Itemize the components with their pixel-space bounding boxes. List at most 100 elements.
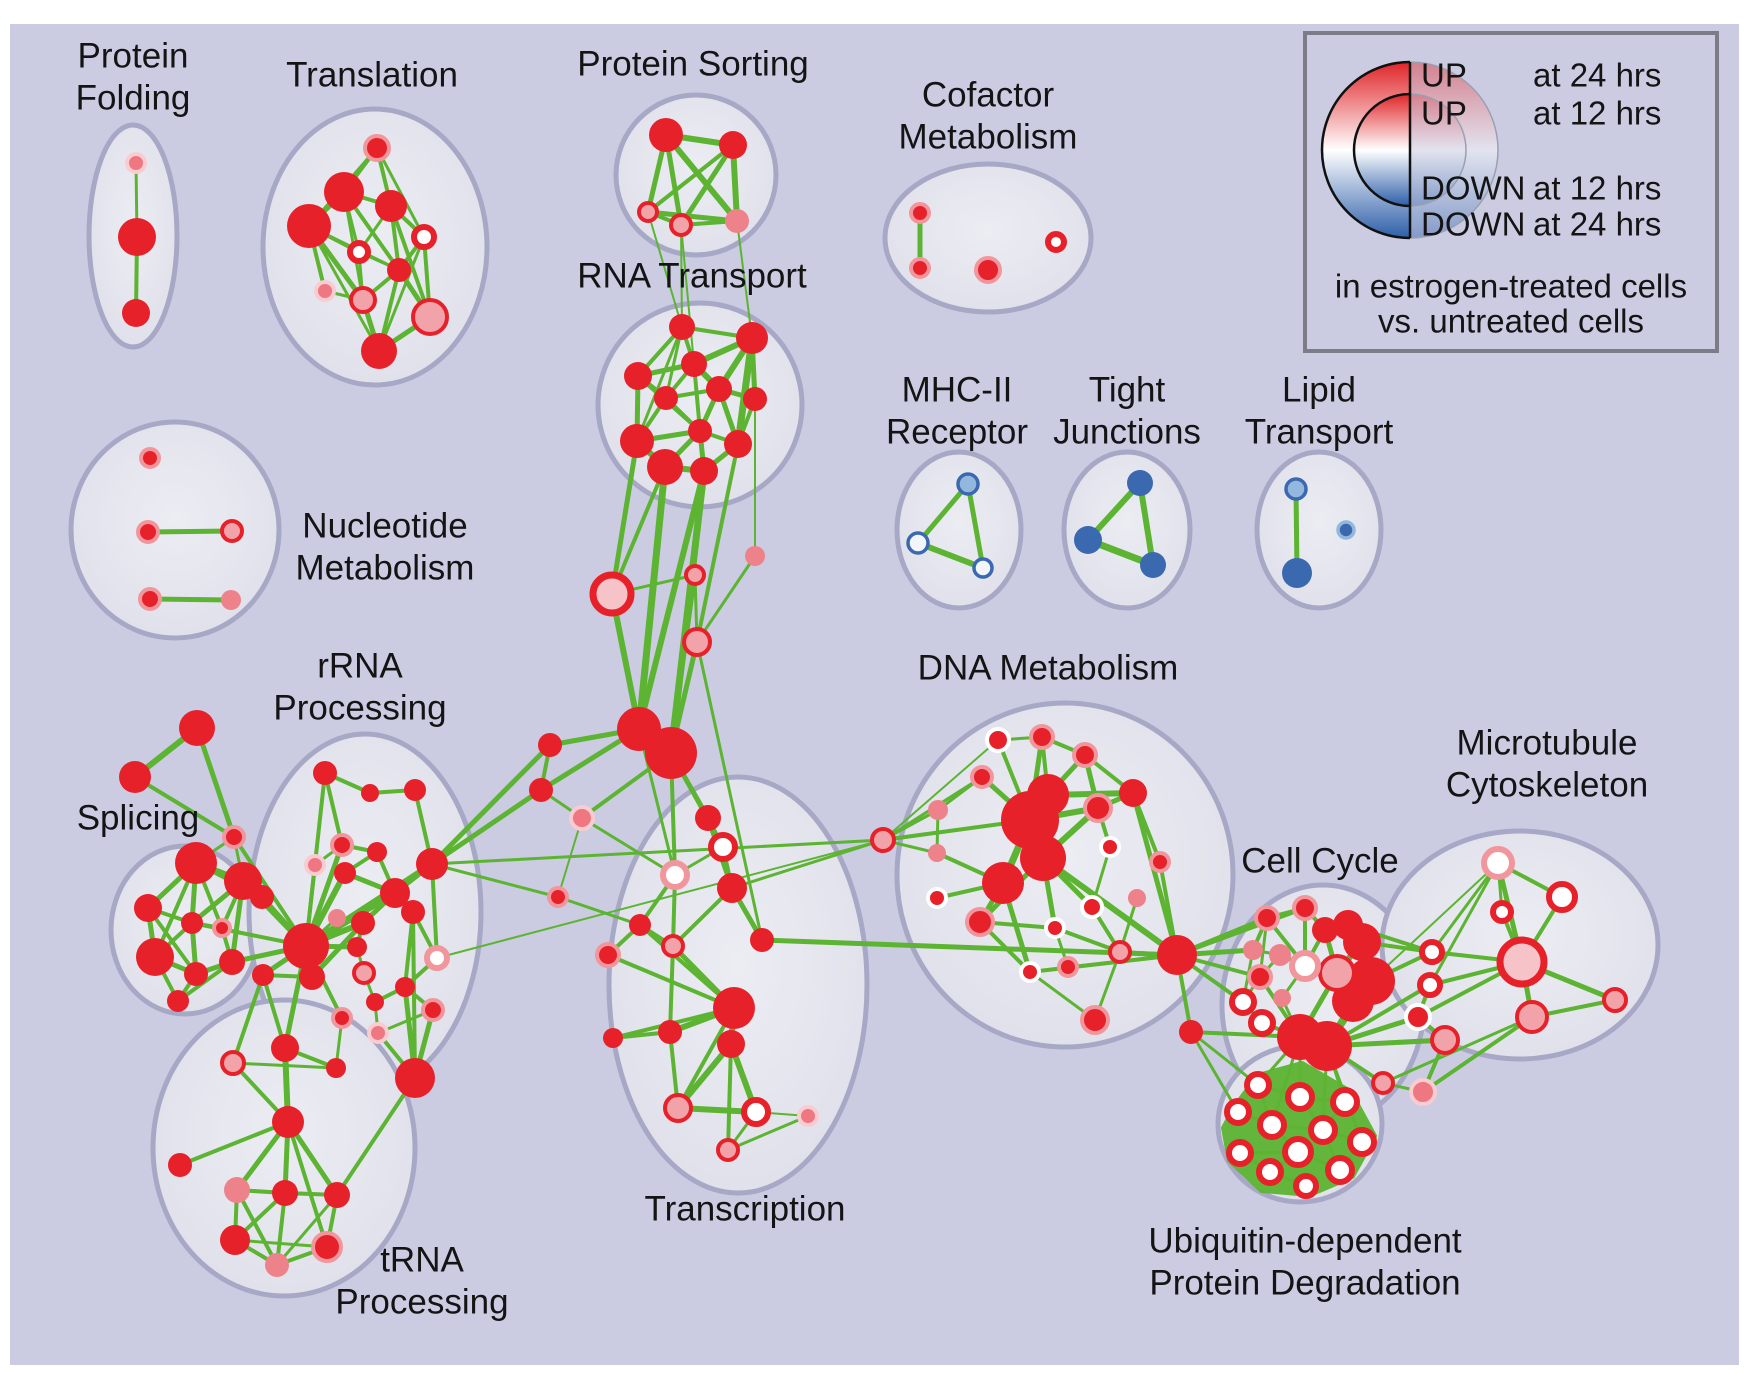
network-node xyxy=(220,1050,246,1076)
network-node xyxy=(324,172,364,212)
network-node xyxy=(375,190,407,222)
network-node xyxy=(1343,923,1381,961)
network-node xyxy=(706,376,732,402)
network-node xyxy=(926,887,948,909)
network-node xyxy=(119,761,151,793)
legend-time-label: at 24 hrs xyxy=(1533,57,1661,94)
network-node xyxy=(1481,846,1515,880)
network-node xyxy=(363,134,391,162)
network-node xyxy=(367,842,387,862)
network-node xyxy=(713,987,755,1029)
cluster-ellipse-transcription xyxy=(606,774,870,1196)
network-edge xyxy=(726,1043,733,1151)
network-node xyxy=(221,590,241,610)
legend-caption: vs. untreated cells xyxy=(1378,303,1644,340)
network-node xyxy=(138,587,162,611)
network-node xyxy=(956,472,980,496)
network-node xyxy=(974,256,1002,284)
network-edge xyxy=(680,224,683,328)
cluster-label-cofactor-metabolism: Metabolism xyxy=(899,117,1078,156)
network-node xyxy=(928,800,948,820)
legend-direction-label: DOWN xyxy=(1421,206,1525,243)
cluster-label-mhc-ii-receptor: MHC-II xyxy=(902,370,1013,409)
network-node xyxy=(181,912,203,934)
network-node xyxy=(380,878,410,908)
network-node xyxy=(1149,851,1171,873)
network-node xyxy=(725,209,749,233)
network-node xyxy=(1108,940,1132,964)
network-edge xyxy=(1029,953,1178,974)
network-edge xyxy=(149,596,232,603)
network-edge xyxy=(1041,855,1179,958)
network-node xyxy=(661,934,685,958)
cluster-label-nucleotide-metabolism: Nucleotide xyxy=(302,506,467,545)
network-edge xyxy=(609,593,642,730)
network-edge xyxy=(389,205,432,318)
network-node xyxy=(122,299,150,327)
cluster-label-lipid-transport: Lipid xyxy=(1282,370,1356,409)
network-node xyxy=(681,351,707,377)
network-node xyxy=(416,848,448,880)
network-node xyxy=(595,942,621,968)
network-edge xyxy=(235,1189,279,1266)
network-edge xyxy=(1428,862,1500,986)
network-node xyxy=(139,447,161,469)
network-edge xyxy=(377,236,426,352)
network-node xyxy=(220,1225,250,1255)
cluster-ellipse-lipid-transport xyxy=(1254,449,1384,611)
network-node xyxy=(669,213,693,237)
cluster-label-trna-processing: Processing xyxy=(335,1282,508,1321)
network-edge xyxy=(1190,1030,1259,1087)
network-node xyxy=(647,449,683,485)
network-node xyxy=(179,710,215,746)
network-node xyxy=(716,1138,740,1162)
network-node xyxy=(741,1097,771,1127)
network-node xyxy=(361,784,379,802)
cluster-label-lipid-transport: Transport xyxy=(1245,412,1394,451)
network-node xyxy=(1312,917,1338,943)
network-edge xyxy=(1189,1031,1240,1113)
network-node xyxy=(750,928,774,952)
cluster-label-tight-junctions: Junctions xyxy=(1053,412,1201,451)
network-node xyxy=(589,571,635,617)
cluster-label-ubiquitin-degradation: Protein Degradation xyxy=(1149,1263,1460,1302)
network-node xyxy=(311,1231,343,1263)
cluster-label-cofactor-metabolism: Cofactor xyxy=(922,75,1055,114)
network-node xyxy=(272,1180,298,1206)
network-node xyxy=(1409,1078,1437,1106)
cluster-label-tight-junctions: Tight xyxy=(1089,370,1166,409)
network-node xyxy=(1080,1005,1110,1035)
network-edge xyxy=(635,466,669,730)
cluster-label-protein-folding: Folding xyxy=(76,78,191,117)
network-node xyxy=(222,825,246,849)
network-edge xyxy=(695,443,740,643)
cluster-ellipse-trna-processing xyxy=(150,997,418,1299)
legend-outer-left-outline xyxy=(1320,60,1411,240)
network-node xyxy=(212,918,232,938)
network-node xyxy=(395,977,415,997)
network-node xyxy=(347,240,371,264)
network-edge xyxy=(1176,906,1306,957)
network-node xyxy=(649,118,683,152)
network-node xyxy=(314,280,336,302)
network-edge xyxy=(431,862,559,899)
network-edge xyxy=(635,326,684,442)
legend-direction-label: UP xyxy=(1421,57,1467,94)
network-node xyxy=(745,546,765,566)
network-node xyxy=(970,765,994,789)
network-edge xyxy=(695,641,764,941)
network-node xyxy=(1254,905,1280,931)
network-node xyxy=(283,923,329,969)
network-node xyxy=(797,1105,819,1127)
network-edge xyxy=(695,555,757,643)
network-edge xyxy=(607,953,735,1010)
network-edge xyxy=(1137,482,1156,566)
network-edge xyxy=(734,337,756,445)
legend-outer-right-outline xyxy=(1409,61,1499,239)
network-node xyxy=(1027,774,1069,816)
network-node xyxy=(1318,954,1356,992)
network-node xyxy=(620,424,654,458)
network-node xyxy=(1430,1025,1460,1055)
network-node xyxy=(1044,917,1066,939)
